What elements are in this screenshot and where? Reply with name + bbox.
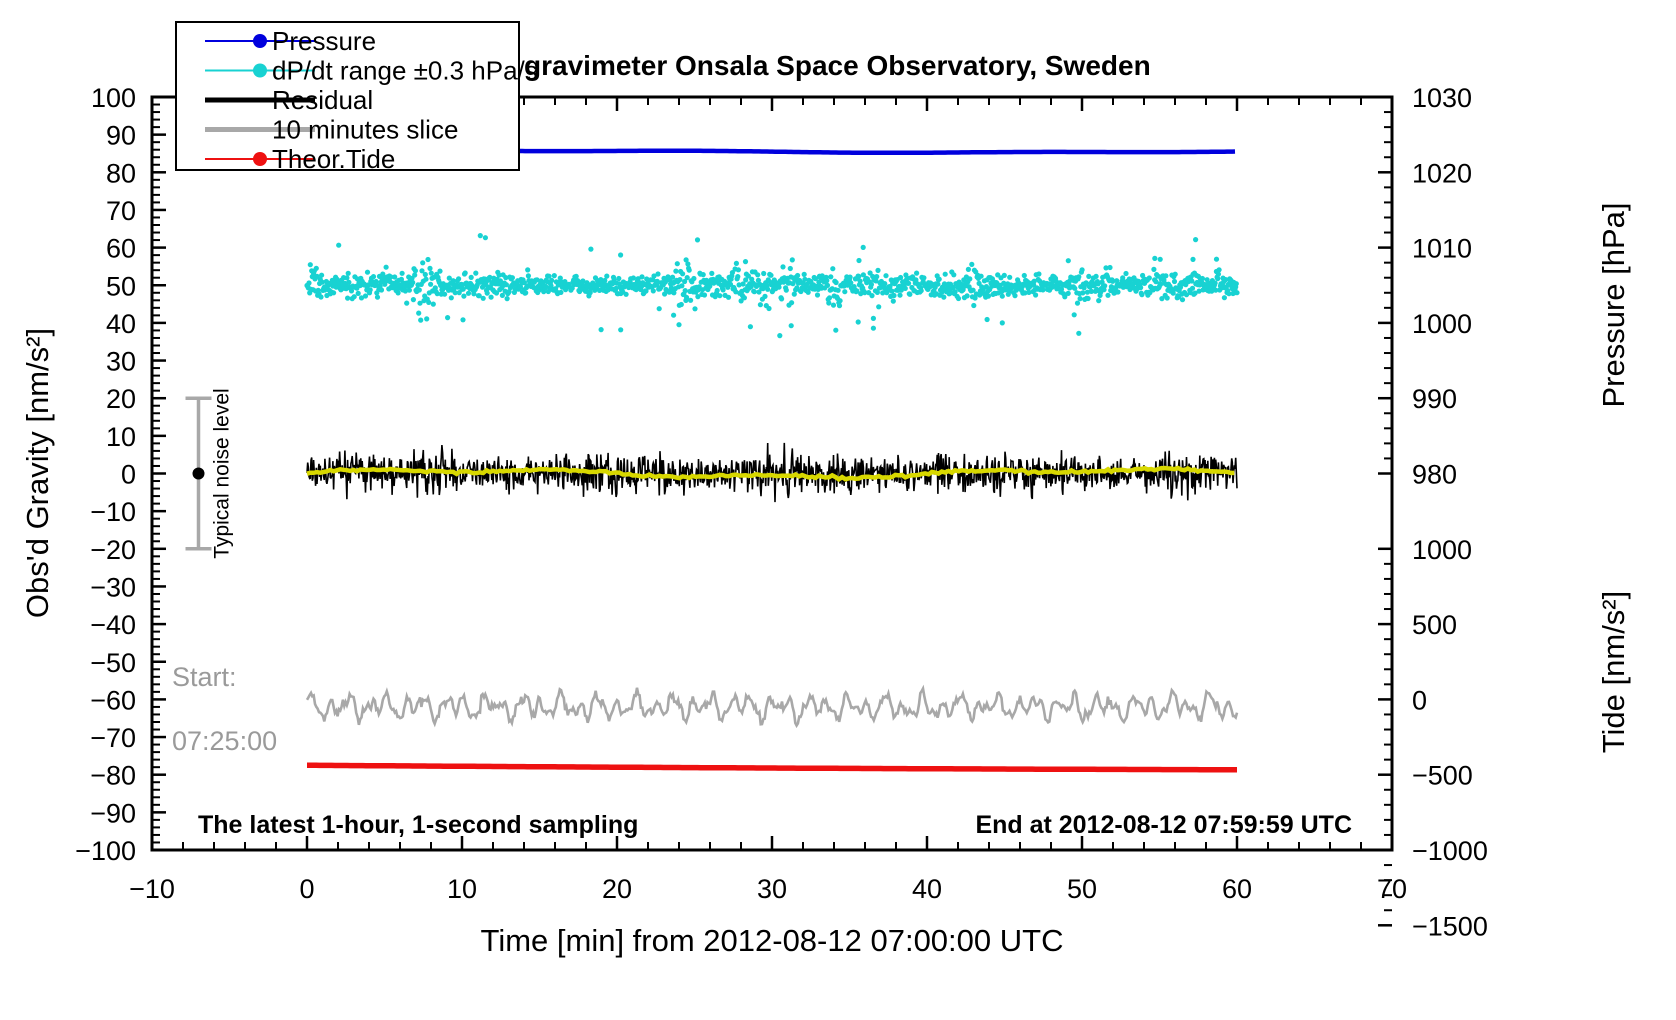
y-tick-label-left: −10	[90, 497, 136, 527]
x-tick-label: −10	[129, 874, 175, 904]
annotation-layer: Typical noise level	[185, 388, 234, 559]
legend-item[interactable]: Theor.Tide	[205, 144, 395, 174]
legend-item[interactable]: Pressure	[205, 26, 376, 56]
y-tick-label-left: −60	[90, 685, 136, 715]
y-tick-label-pressure: 980	[1412, 460, 1457, 490]
y-tick-label-left: −100	[75, 836, 136, 866]
legend-item[interactable]: Residual	[205, 85, 373, 115]
end-note: End at 2012-08-12 07:59:59 UTC	[975, 811, 1352, 839]
y-tick-label-pressure: 1030	[1412, 83, 1472, 113]
legend-box	[175, 21, 520, 171]
axis-tick-labels: −10 0 10 20 30 40 50 60 701009080706050403020100…	[75, 83, 1488, 941]
y-tick-label-pressure: 1010	[1412, 234, 1472, 264]
y-tick-label-pressure: 990	[1412, 384, 1457, 414]
y-axis-label-right-tide: Tide [nm/s²]	[1596, 591, 1631, 754]
x-tick-label: 10	[447, 874, 477, 904]
y-tick-label-left: −50	[90, 648, 136, 678]
y-tick-label-left: −80	[90, 761, 136, 791]
axis-ticks	[150, 95, 1394, 927]
y-tick-label-left: 10	[106, 422, 136, 452]
legend-label: Pressure	[272, 26, 376, 56]
legend-label: dP/dt range ±0.3 hPa/s	[272, 56, 538, 86]
noise-level-label: Typical noise level	[211, 388, 234, 558]
y-tick-label-left: −20	[90, 535, 136, 565]
legend-label: 10 minutes slice	[272, 115, 458, 145]
y-tick-label-left: 20	[106, 384, 136, 414]
y-tick-label-left: 0	[121, 460, 136, 490]
x-tick-label: 30	[757, 874, 787, 904]
start-time: 07:25:00	[172, 726, 277, 756]
series-dpdt	[304, 233, 1240, 339]
legend-item[interactable]: 10 minutes slice	[205, 115, 458, 145]
y-tick-label-left: −30	[90, 572, 136, 602]
legend-item[interactable]: dP/dt range ±0.3 hPa/s	[205, 56, 538, 86]
series-residual-smoothed	[306, 465, 1235, 483]
sampling-note: The latest 1-hour, 1-second sampling	[198, 811, 638, 839]
y-tick-label-left: 100	[91, 83, 136, 113]
y-tick-label-left: 50	[106, 271, 136, 301]
y-tick-label-left: −70	[90, 723, 136, 753]
x-axis-label: Time [min] from 2012-08-12 07:00:00 UTC	[481, 923, 1064, 958]
y-axis-label-right-pressure: Pressure [hPa]	[1596, 202, 1631, 407]
x-tick-label: 70	[1377, 874, 1407, 904]
y-tick-label-left: 90	[106, 121, 136, 151]
y-tick-label-tide: 500	[1412, 610, 1457, 640]
series-ten-minute-slice	[305, 684, 1239, 729]
legend-label: Theor.Tide	[272, 144, 395, 174]
y-tick-label-left: −90	[90, 798, 136, 828]
legend-label: Residual	[272, 85, 373, 115]
series-theoretical-tide	[307, 762, 1237, 773]
noise-level-marker: Typical noise level	[185, 388, 234, 559]
x-tick-label: 0	[299, 874, 314, 904]
y-tick-label-left: 40	[106, 309, 136, 339]
y-tick-label-tide: −1500	[1412, 911, 1488, 941]
y-tick-label-tide: −1000	[1412, 836, 1488, 866]
y-tick-label-left: 60	[106, 234, 136, 264]
y-tick-label-tide: 1000	[1412, 535, 1472, 565]
y-tick-label-pressure: 1000	[1412, 309, 1472, 339]
y-axis-label-left: Obs'd Gravity [nm/s²]	[20, 328, 55, 618]
x-tick-label: 60	[1222, 874, 1252, 904]
y-tick-label-pressure: 1020	[1412, 158, 1472, 188]
y-tick-label-tide: 0	[1412, 685, 1427, 715]
start-word: Start:	[172, 662, 237, 692]
x-tick-label: 50	[1067, 874, 1097, 904]
y-tick-label-left: 70	[106, 196, 136, 226]
y-tick-label-left: 30	[106, 347, 136, 377]
x-tick-label: 40	[912, 874, 942, 904]
x-tick-label: 20	[602, 874, 632, 904]
y-tick-label-left: −40	[90, 610, 136, 640]
y-tick-label-tide: −500	[1412, 761, 1473, 791]
data-series-layer	[304, 148, 1240, 773]
y-tick-label-left: 80	[106, 158, 136, 188]
